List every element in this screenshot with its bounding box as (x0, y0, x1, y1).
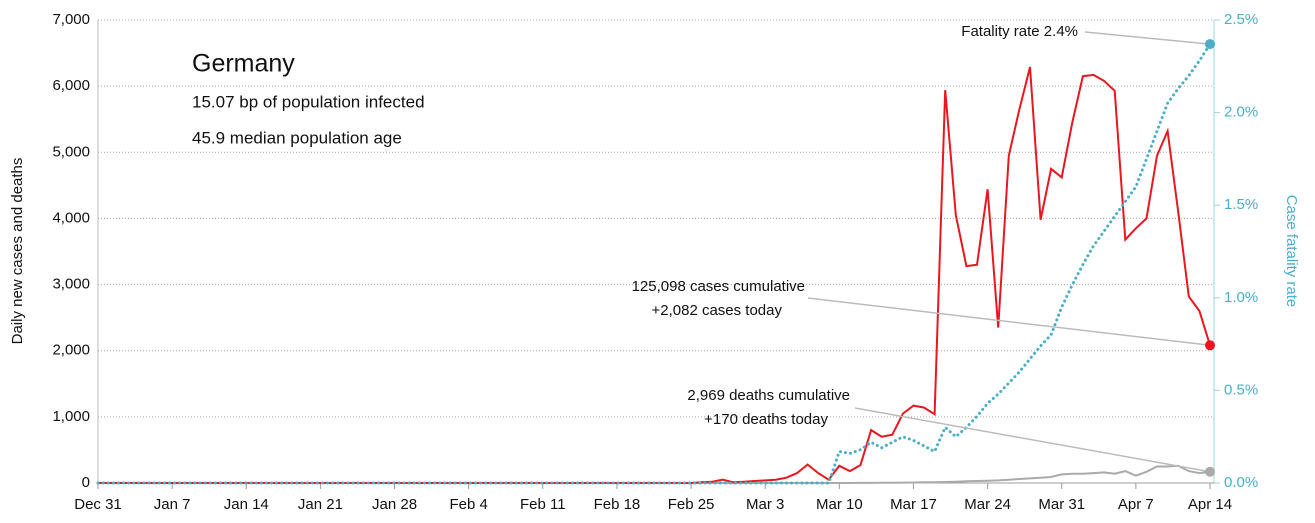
y-tick-label: 6,000 (52, 77, 90, 94)
x-tick-label: Feb 25 (668, 496, 715, 513)
subtitle: 15.07 bp of population infected (192, 92, 425, 111)
y-tick-label: 0 (82, 474, 90, 491)
leader-line (854, 407, 1211, 473)
series-line (98, 464, 1211, 484)
x-tick-label: Feb 4 (449, 496, 487, 513)
y-axis-label: Daily new cases and deaths (9, 158, 26, 345)
series-line (96, 42, 1212, 485)
x-tick-label: Mar 10 (816, 496, 863, 513)
annotation: +2,082 cases today (651, 302, 782, 319)
subtitle: 45.9 median population age (192, 128, 402, 147)
x-tick-label: Mar 31 (1038, 496, 1085, 513)
x-tick-label: Apr 7 (1118, 496, 1154, 513)
y2-axis-label: Case fatality rate (1283, 195, 1300, 308)
leader-line (1084, 31, 1211, 45)
leader-line (807, 297, 1211, 347)
end-point (1205, 340, 1215, 351)
x-tick-label: Feb 11 (520, 496, 566, 513)
x-tick-label: Mar 17 (890, 496, 937, 513)
y-tick-label: 5,000 (52, 143, 90, 160)
chart-title: Germany (192, 50, 295, 78)
y-tick-label: 4,000 (52, 209, 90, 226)
y-tick-label: 3,000 (52, 276, 90, 293)
y-tick-label: 2,000 (52, 342, 90, 359)
y2-tick-label: 0.0% (1224, 474, 1258, 491)
y2-tick-label: 0.5% (1224, 381, 1258, 398)
x-tick-label: Jan 21 (298, 496, 343, 513)
x-tick-label: Feb 18 (594, 496, 641, 513)
x-tick-label: Mar 3 (746, 496, 784, 513)
x-tick-label: Jan 14 (224, 496, 269, 513)
y2-tick-label: 1.0% (1224, 289, 1258, 306)
x-tick-label: Dec 31 (74, 496, 122, 513)
y2-tick-label: 2.0% (1224, 104, 1258, 121)
y2-tick-label: 2.5% (1224, 11, 1258, 28)
y2-tick-label: 1.5% (1224, 196, 1258, 213)
y-tick-label: 1,000 (52, 408, 90, 425)
x-tick-label: Apr 14 (1188, 496, 1232, 513)
y-tick-label: 7,000 (52, 11, 90, 28)
x-tick-label: Jan 7 (154, 496, 191, 513)
x-tick-label: Mar 24 (964, 496, 1011, 513)
annotation: +170 deaths today (704, 411, 828, 428)
end-point (1205, 39, 1215, 50)
x-tick-label: Jan 28 (372, 496, 417, 513)
annotation: Fatality rate 2.4% (961, 23, 1078, 40)
end-point (1205, 466, 1215, 477)
annotation: 2,969 deaths cumulative (687, 387, 850, 404)
annotation: 125,098 cases cumulative (632, 278, 805, 295)
